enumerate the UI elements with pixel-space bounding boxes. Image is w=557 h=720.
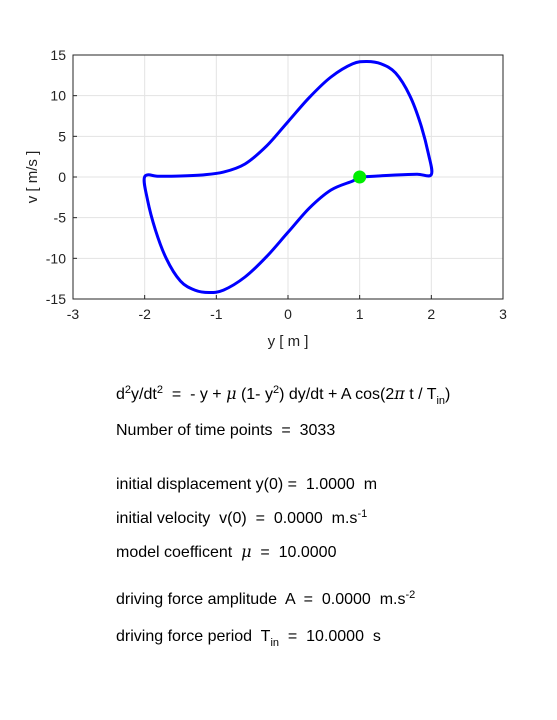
driving-amplitude-text: driving force amplitude A = 0.0000 m.s-2: [116, 591, 415, 609]
initial-displacement-text: initial displacement y(0) = 1.0000 m: [116, 476, 377, 494]
initial-velocity-text: initial velocity v(0) = 0.0000 m.s-1: [116, 510, 367, 528]
y-tick-label: -5: [54, 210, 67, 226]
driving-period-text: driving force period Tin = 10.0000 s: [116, 628, 381, 646]
y-tick-label: 15: [50, 47, 66, 63]
y-axis-label: v [ m/s ]: [24, 151, 41, 204]
coeff-seg: = 10.0000: [252, 544, 337, 561]
model-coefficient-text: model coefficent μ = 10.0000: [116, 542, 336, 562]
coeff-mu: μ: [241, 542, 251, 561]
period-seg: = 10.0000 s: [279, 628, 381, 645]
x-tick-label: -1: [210, 306, 223, 322]
amplitude-sup: -2: [406, 589, 416, 601]
eq-seg: ): [445, 386, 450, 403]
x-axis-label: y [ m ]: [268, 333, 309, 350]
eq-seg: (1- y: [237, 386, 273, 403]
period-seg: driving force period T: [116, 628, 270, 645]
y-tick-label: -10: [46, 250, 66, 266]
eq-pi: π: [394, 384, 405, 403]
y-tick-label: 5: [58, 128, 66, 144]
eq-seg: t / T: [405, 386, 437, 403]
x-tick-label: -3: [67, 306, 80, 322]
y-tick-label: 0: [58, 169, 66, 185]
eq-seg: ) dy/dt + A cos(2: [279, 386, 394, 403]
time-points-text: Number of time points = 3033: [116, 422, 335, 440]
eq-mu: μ: [226, 384, 236, 403]
eq-seg: d: [116, 386, 125, 403]
x-tick-label: 0: [284, 306, 292, 322]
equation-text: d2y/dt2 = - y + μ (1- y2) dy/dt + A cos(…: [116, 384, 450, 404]
x-tick-label: -2: [138, 306, 151, 322]
eq-seg: = - y +: [163, 386, 226, 403]
velocity-sup: -1: [357, 508, 367, 520]
x-tick-label: 1: [356, 306, 364, 322]
eq-seg: y/dt: [131, 386, 157, 403]
period-sub: in: [270, 637, 279, 649]
x-tick-label: 2: [427, 306, 435, 322]
coeff-seg: model coefficent: [116, 544, 241, 561]
velocity-seg: initial velocity v(0) = 0.0000 m.s: [116, 510, 357, 527]
current-state-marker: [353, 171, 366, 184]
y-tick-label: 10: [50, 88, 66, 104]
amplitude-seg: driving force amplitude A = 0.0000 m.s: [116, 591, 406, 608]
y-tick-label: -15: [46, 291, 66, 307]
x-tick-label: 3: [499, 306, 507, 322]
eq-sub: in: [436, 395, 445, 407]
